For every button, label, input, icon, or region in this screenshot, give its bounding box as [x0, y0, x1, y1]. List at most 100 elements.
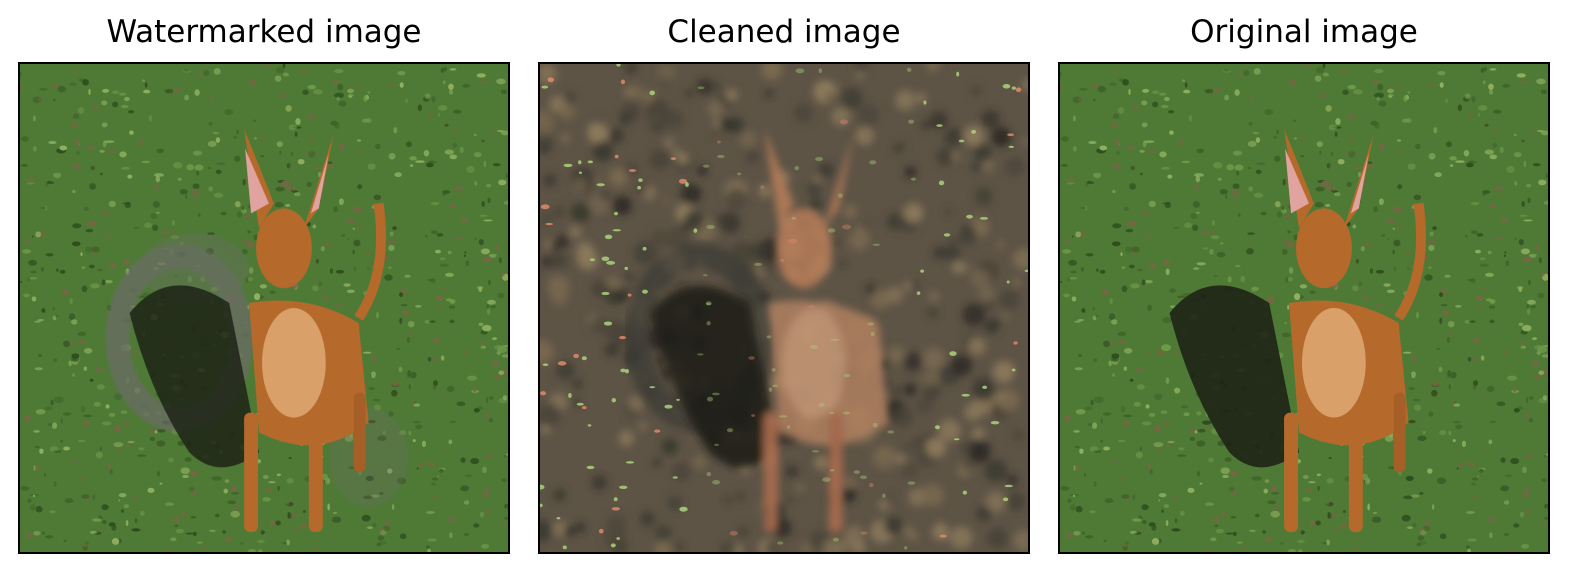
grass-speck: [20, 136, 29, 142]
noise-blob: [547, 275, 570, 298]
artifact-speck: [714, 443, 719, 446]
grass-speck: [1286, 212, 1290, 220]
grass-speck: [1219, 242, 1224, 245]
grass-speck: [1507, 375, 1518, 381]
grass-speck: [189, 471, 198, 477]
grass-speck: [63, 539, 67, 543]
grass-speck: [1514, 181, 1518, 186]
grass-speck: [33, 465, 36, 472]
grass-speck: [1353, 89, 1363, 95]
grass-speck: [1315, 66, 1325, 74]
noise-blob: [663, 197, 671, 205]
grass-speck: [152, 224, 159, 232]
noise-blob: [975, 505, 992, 522]
grass-speck: [1173, 349, 1177, 356]
grass-speck: [1300, 530, 1305, 535]
grass-speck: [1090, 181, 1095, 184]
grass-speck: [154, 430, 158, 434]
grass-speck: [1373, 206, 1378, 213]
grass-speck: [215, 162, 226, 165]
grass-speck: [1136, 384, 1145, 390]
grass-speck: [384, 274, 393, 281]
noise-blob: [974, 187, 993, 206]
artifact-speck: [961, 393, 970, 397]
grass-speck: [276, 141, 283, 148]
noise-blob: [601, 192, 610, 201]
artifact-speck: [920, 269, 925, 273]
grass-speck: [1141, 504, 1149, 511]
grass-speck: [282, 72, 289, 77]
grass-speck: [1490, 84, 1493, 90]
grass-speck: [1427, 83, 1437, 86]
grass-speck: [1542, 395, 1548, 401]
artifact-speck: [706, 224, 715, 229]
grass-speck: [199, 72, 204, 78]
artifact-speck: [547, 77, 555, 83]
grass-speck: [133, 226, 140, 230]
grass-speck: [1079, 88, 1088, 91]
artifact-speck: [971, 129, 977, 134]
grass-speck: [50, 399, 54, 406]
grass-speck: [248, 548, 257, 552]
artifact-speck: [627, 293, 632, 297]
noise-blob: [929, 291, 939, 302]
grass-speck: [1239, 72, 1244, 78]
grass-speck: [1264, 479, 1270, 483]
grass-speck: [449, 420, 457, 424]
grass-speck: [1330, 152, 1334, 157]
artifact-speck: [649, 90, 656, 96]
noise-blob: [594, 116, 602, 124]
grass-speck: [1401, 514, 1411, 522]
grass-speck: [1527, 197, 1531, 204]
grass-speck: [1274, 155, 1281, 162]
artifact-speck: [611, 398, 616, 403]
grass-speck: [1154, 425, 1161, 432]
watermarked-title: Watermarked image: [106, 14, 422, 50]
grass-speck: [1204, 427, 1209, 431]
grass-speck: [95, 451, 103, 459]
grass-speck: [120, 104, 129, 109]
noise-blob: [753, 264, 766, 278]
grass-speck: [1455, 304, 1462, 308]
grass-speck: [1383, 283, 1391, 287]
grass-speck: [1528, 279, 1531, 286]
grass-speck: [192, 150, 203, 156]
grass-speck: [190, 189, 200, 196]
artifact-speck: [872, 422, 878, 428]
noise-blob: [744, 149, 760, 165]
noise-blob: [986, 527, 1008, 549]
grass-speck: [1314, 75, 1322, 82]
artifact-speck: [943, 233, 951, 237]
noise-blob: [991, 127, 1011, 147]
grass-speck: [503, 503, 508, 509]
grass-speck: [1448, 430, 1452, 436]
artifact-speck: [676, 398, 680, 401]
grass-speck: [388, 266, 392, 269]
grass-speck: [275, 520, 281, 526]
grass-speck: [1433, 127, 1438, 134]
grass-speck: [1252, 131, 1260, 135]
noise-blob: [564, 525, 575, 537]
grass-speck: [1483, 67, 1488, 72]
grass-speck: [430, 278, 436, 284]
grass-speck: [253, 137, 258, 140]
grass-speck: [1077, 353, 1083, 358]
artifact-speck: [587, 424, 592, 427]
grass-speck: [53, 98, 56, 102]
noise-blob: [737, 525, 750, 538]
grass-speck: [1101, 289, 1109, 296]
artifact-speck: [711, 392, 720, 396]
artifact-speck: [613, 211, 618, 216]
grass-speck: [51, 82, 59, 88]
noise-blob: [902, 441, 915, 455]
artifact-speck: [557, 361, 567, 366]
grass-speck: [139, 510, 145, 517]
noise-blob: [1006, 474, 1019, 486]
grass-speck: [361, 231, 364, 235]
grass-speck: [35, 505, 43, 513]
grass-speck: [1325, 105, 1332, 112]
grass-speck: [1386, 289, 1395, 293]
grass-speck: [425, 162, 434, 168]
grass-speck: [90, 283, 100, 289]
grass-speck: [438, 113, 441, 117]
